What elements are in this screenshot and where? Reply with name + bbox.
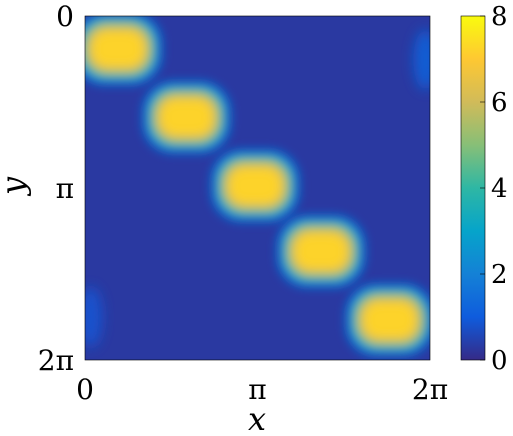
blob-5 xyxy=(345,283,430,356)
colorbar-tick-label: 6 xyxy=(491,88,508,118)
colorbar-tick-label: 2 xyxy=(491,260,508,290)
x-tick-label: 2π xyxy=(412,373,448,406)
y-tick-label: 2π xyxy=(38,344,74,377)
y-tick-labels: 0 π 2π xyxy=(38,0,74,377)
patch-bottom-left xyxy=(85,287,103,348)
colorbar-tick-label: 4 xyxy=(491,174,508,204)
colorbar-tick-label: 0 xyxy=(491,346,508,376)
blob-3-level-7 xyxy=(230,168,281,203)
blob-2 xyxy=(142,81,231,154)
y-axis-label: y xyxy=(0,176,32,197)
x-axis-label: x xyxy=(248,400,266,436)
blob-1 xyxy=(85,16,162,85)
blob-4 xyxy=(277,215,366,288)
colorbar-tick-label: 8 xyxy=(491,2,508,32)
x-tick-label: π xyxy=(248,373,266,406)
y-tick-label: π xyxy=(56,172,74,205)
colorbar-tick-labels: 0 2 4 6 8 xyxy=(480,2,508,376)
blob-1-level-7 xyxy=(92,31,143,66)
colorbar: 0 2 4 6 8 xyxy=(460,2,508,376)
blob-3 xyxy=(211,149,300,222)
blob-5-level-7 xyxy=(364,302,415,337)
plot-frame xyxy=(84,15,431,361)
y-tick-label: 0 xyxy=(56,0,74,33)
blob-4-level-7 xyxy=(296,234,347,269)
blob-2-level-7 xyxy=(161,100,212,135)
x-tick-labels: 0 π 2π xyxy=(76,373,448,406)
heatmap-cells xyxy=(85,16,430,360)
patch-top-right xyxy=(413,29,430,90)
plot-area xyxy=(84,15,431,361)
x-tick-label: 0 xyxy=(76,373,94,406)
